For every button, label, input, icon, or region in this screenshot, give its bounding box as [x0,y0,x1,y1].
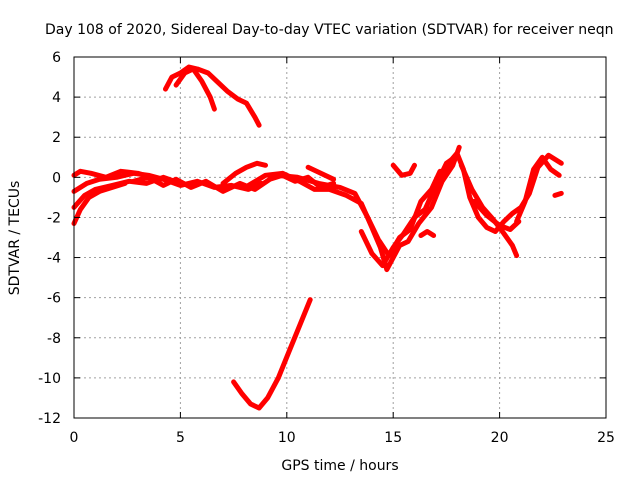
x-tick-label: 5 [176,430,185,446]
series-arc-18 [471,198,522,232]
y-tick-label: -12 [38,411,61,427]
grid-lines [74,57,606,418]
x-tick-label: 25 [597,430,615,446]
y-tick-label: 4 [52,90,61,106]
series-arc-4 [71,180,128,226]
plot-frame [73,56,607,419]
x-tick-label: 10 [278,430,296,446]
y-tick-label: 2 [52,130,61,146]
series-arc-16 [437,150,564,234]
series-arc-17 [458,162,520,259]
y-tick-label: -4 [47,251,61,267]
x-tick-labels: 0 5 10 15 20 25 [70,430,615,446]
y-tick-label: 6 [52,50,61,66]
y-tick-label: -6 [47,291,61,307]
series-arc-7 [173,66,217,112]
y-tick-labels: 6 4 2 0 -2 -4 -6 -8 -10 -12 [38,50,61,427]
y-tick-label: 0 [52,170,61,186]
series-arc-20 [552,190,564,198]
series-arc-6 [163,64,262,128]
data-series [71,64,564,411]
y-tick-label: -2 [47,210,61,226]
y-tick-label: -10 [38,371,61,387]
x-tick-label: 15 [384,430,402,446]
series-arc-14 [390,162,417,178]
axis-ticks [73,56,607,419]
series-arc-11 [273,168,443,259]
y-tick-label: -8 [47,331,61,347]
x-tick-label: 0 [70,430,79,446]
series-arc-8 [220,160,268,186]
series-arc-9 [231,297,313,411]
series-arc-12 [305,164,337,182]
series-arc-19 [514,154,562,224]
y-axis-title: SDTVAR / TECUs [7,181,23,296]
series-arc-10 [246,144,462,273]
x-tick-label: 20 [491,430,509,446]
series-arc-15 [418,229,437,238]
series-arc-13 [358,154,458,269]
chart-title: Day 108 of 2020, Sidereal Day-to-day VTE… [45,22,613,38]
x-axis-title: GPS time / hours [281,458,398,474]
